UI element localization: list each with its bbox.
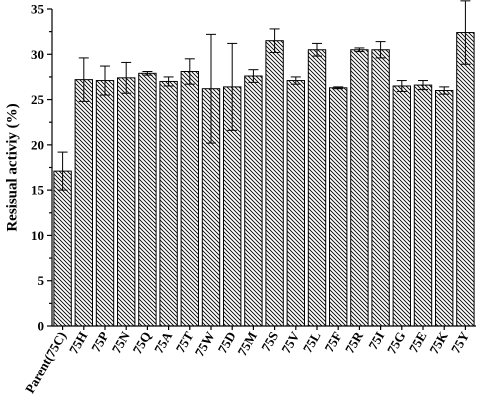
y-tick-label: 35 xyxy=(31,2,45,17)
x-tick-label: 75R xyxy=(342,328,366,355)
x-tick-label: 75W xyxy=(192,329,218,359)
bar xyxy=(392,85,411,327)
bar xyxy=(74,79,93,327)
x-tick-label: 75K xyxy=(426,328,451,356)
x-tick-label: 75S xyxy=(258,329,281,354)
x-tick-label: Parent(75C) xyxy=(22,329,69,396)
bars-layer xyxy=(53,32,475,327)
x-tick-label: 75Q xyxy=(129,329,154,357)
bar xyxy=(53,170,72,327)
x-tick-label: 75Y xyxy=(448,328,472,355)
bar xyxy=(350,49,369,327)
bar xyxy=(244,75,263,327)
y-tick-label: 10 xyxy=(31,228,44,243)
bar xyxy=(265,40,284,327)
y-axis-title: Resisual activiy (%) xyxy=(4,103,20,231)
error-bars-layer xyxy=(57,0,471,191)
x-tick-label: 75F xyxy=(321,329,344,355)
y-tick-label: 15 xyxy=(31,183,45,198)
bar xyxy=(286,80,305,327)
bar xyxy=(159,80,178,327)
bar xyxy=(435,90,454,327)
x-tick-label: 75P xyxy=(88,329,111,355)
bar xyxy=(413,84,433,327)
x-tick-label: 75E xyxy=(406,329,430,355)
bar xyxy=(456,32,475,327)
x-tick-label: 75V xyxy=(278,328,302,355)
bar xyxy=(95,80,115,327)
y-tick-label: 20 xyxy=(31,137,44,152)
y-ticks-layer: 0 5 10 15 20 25 30 35 xyxy=(31,2,52,334)
bar xyxy=(138,72,157,327)
bar xyxy=(180,70,199,327)
x-tick-label: 75L xyxy=(300,329,324,356)
axes-layer xyxy=(51,9,476,327)
x-tick-label: 75G xyxy=(384,329,409,357)
y-tick-label: 5 xyxy=(38,273,45,288)
bar xyxy=(329,87,348,327)
x-tick-label: 75N xyxy=(109,328,133,355)
bar xyxy=(307,49,327,327)
bar xyxy=(371,49,390,327)
y-tick-label: 30 xyxy=(31,47,44,62)
x-ticks-layer: Parent(75C)75H75P75N75Q75A75T75W75D75M75… xyxy=(22,326,472,396)
x-tick-label: 75M xyxy=(234,329,260,358)
bar xyxy=(117,77,136,327)
y-tick-label: 0 xyxy=(38,319,45,334)
x-tick-label: 75H xyxy=(66,329,91,357)
y-tick-label: 25 xyxy=(31,92,45,107)
x-tick-label: 75A xyxy=(151,328,175,355)
